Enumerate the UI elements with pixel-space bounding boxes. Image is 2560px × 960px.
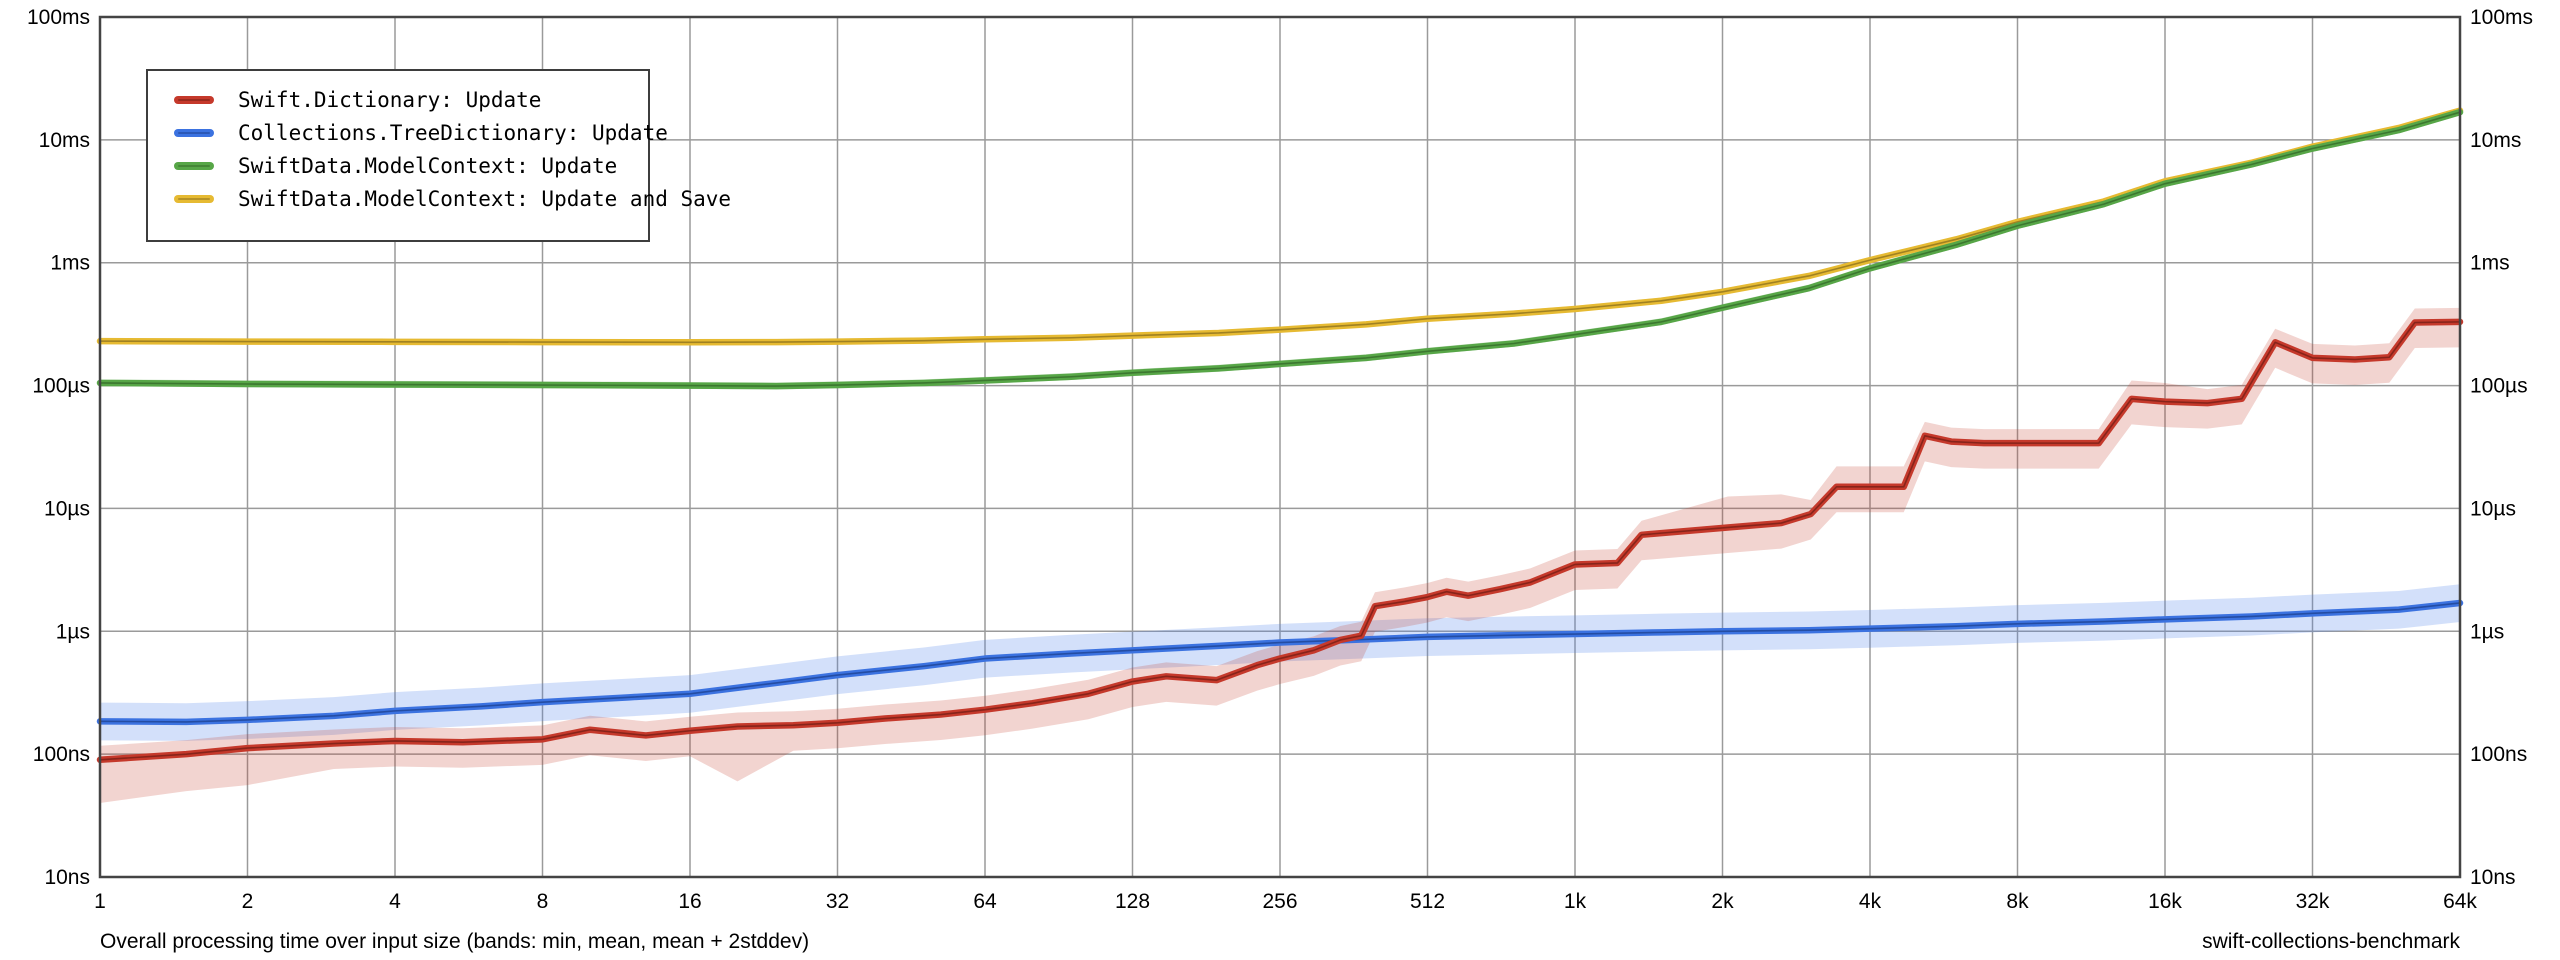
y-tick-label-left: 1µs: [56, 620, 90, 643]
series-core-line-2: [99, 111, 2461, 387]
x-tick-label: 2k: [1711, 890, 1734, 913]
chart-caption: Overall processing time over input size …: [100, 930, 810, 953]
y-tick-label-right: 10ns: [2470, 866, 2516, 889]
y-tick-label-left: 1ms: [50, 252, 90, 275]
tool-name-caption: swift-collections-benchmark: [2202, 930, 2460, 953]
x-tick-label: 64k: [2443, 890, 2477, 913]
series-band-0: [100, 307, 2460, 804]
chart-legend: Swift.Dictionary: Update Collections.Tree…: [146, 69, 731, 242]
x-tick-label: 8: [537, 890, 549, 913]
y-tick-label-right: 100µs: [2470, 375, 2528, 398]
series-core-line-0: [99, 321, 2461, 761]
x-tick-label: 1k: [1564, 890, 1587, 913]
x-tick-label: 32k: [2296, 890, 2330, 913]
x-tick-label: 4k: [1859, 890, 1882, 913]
y-tick-label-right: 100ns: [2470, 743, 2527, 766]
y-tick-label-right: 1ms: [2470, 252, 2510, 275]
x-tick-label: 256: [1262, 890, 1297, 913]
legend-item: Swift.Dictionary: Update: [174, 88, 648, 112]
legend-swatch-icon: [174, 96, 214, 104]
legend-swatch-icon: [174, 195, 214, 203]
y-tick-label-left: 100ms: [27, 6, 90, 29]
legend-label: Swift.Dictionary: Update: [238, 88, 542, 112]
legend-label: SwiftData.ModelContext: Update and Save: [238, 187, 732, 211]
legend-label: Collections.TreeDictionary: Update: [238, 121, 668, 145]
x-tick-label: 16k: [2148, 890, 2182, 913]
y-tick-label-right: 100ms: [2470, 6, 2533, 29]
legend-swatch-icon: [174, 162, 214, 170]
x-tick-label: 2: [242, 890, 254, 913]
y-tick-label-left: 10ms: [39, 129, 90, 152]
y-tick-label-left: 10µs: [44, 497, 90, 520]
legend-swatch-core: [178, 132, 210, 134]
plot-border: [98, 15, 2462, 879]
x-tick-label: 64: [973, 890, 997, 913]
legend-swatch-core: [178, 165, 210, 167]
legend-label: SwiftData.ModelContext: Update: [238, 154, 618, 178]
legend-item: SwiftData.ModelContext: Update and Save: [174, 187, 731, 211]
x-tick-label: 128: [1115, 890, 1150, 913]
x-tick-label: 32: [826, 890, 849, 913]
y-tick-label-right: 10ms: [2470, 129, 2521, 152]
x-tick-label: 4: [389, 890, 401, 913]
x-tick-label: 8k: [2006, 890, 2029, 913]
series-band-1: [100, 584, 2460, 741]
legend-item: Collections.TreeDictionary: Update: [174, 121, 668, 145]
y-tick-label-left: 100ns: [33, 743, 90, 766]
legend-item: SwiftData.ModelContext: Update: [174, 154, 648, 178]
y-tick-label-left: 100µs: [32, 375, 90, 398]
y-tick-label-left: 10ns: [44, 866, 90, 889]
x-tick-label: 512: [1410, 890, 1445, 913]
y-tick-label-right: 1µs: [2470, 620, 2504, 643]
legend-swatch-core: [178, 99, 210, 101]
legend-swatch-icon: [174, 129, 214, 137]
series-core-line-1: [99, 602, 2461, 723]
y-tick-label-right: 10µs: [2470, 497, 2516, 520]
x-tick-label: 16: [678, 890, 701, 913]
x-tick-label: 1: [94, 890, 106, 913]
legend-swatch-core: [178, 198, 210, 200]
